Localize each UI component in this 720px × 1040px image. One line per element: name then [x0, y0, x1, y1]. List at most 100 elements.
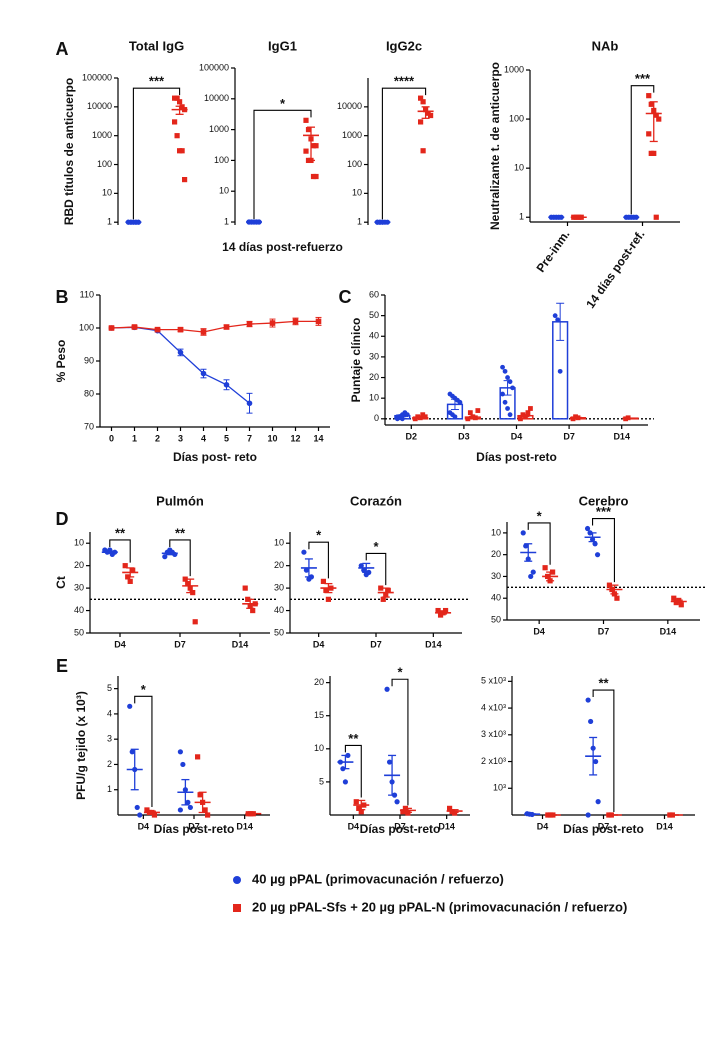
x-tick-label: D4: [138, 821, 150, 831]
x-tick-label: D14: [232, 639, 249, 649]
y-tick-label: 0: [374, 413, 379, 423]
y-axis-label: % Peso: [54, 340, 68, 383]
y-tick-label: 100: [509, 113, 524, 123]
x-tick-label: D2: [406, 431, 418, 441]
data-point: [313, 143, 319, 149]
y-tick-label: 110: [80, 289, 94, 299]
y-tick-label: 30: [369, 351, 379, 361]
data-point: [385, 587, 391, 593]
x-tick-label: D7: [174, 639, 186, 649]
y-tick-label: 10³: [493, 783, 506, 793]
data-point: [452, 810, 458, 816]
data-point: [127, 578, 133, 584]
data-point: [435, 607, 441, 614]
y-tick-label: 10000: [87, 101, 112, 111]
chart-title: Pulmón: [156, 493, 204, 508]
data-point: [678, 602, 684, 608]
y-tick-label: 80: [84, 388, 94, 398]
x-tick-label: D7: [394, 821, 406, 831]
y-tick-label: 10: [491, 527, 501, 537]
data-point: [313, 173, 319, 180]
significance-bracket: [630, 85, 655, 215]
x-tick-label: D4: [511, 431, 523, 441]
data-point: [200, 370, 207, 377]
x-tick-label: D7: [563, 431, 575, 441]
x-tick-label: 3: [178, 433, 183, 443]
data-point: [182, 576, 188, 582]
data-point: [505, 375, 510, 380]
x-tick-label: D4: [348, 821, 360, 831]
data-point: [378, 585, 384, 591]
data-point: [518, 416, 523, 422]
data-point: [315, 318, 322, 325]
data-point: [420, 148, 426, 154]
data-point: [475, 408, 481, 413]
data-point: [242, 585, 248, 591]
x-tick-label: 4: [201, 433, 206, 443]
significance-label: *: [397, 665, 403, 680]
data-point: [301, 549, 307, 555]
x-tick-label: D4: [533, 626, 545, 636]
data-point: [177, 99, 183, 105]
y-tick-label: 4: [107, 708, 112, 718]
data-point: [595, 799, 601, 805]
data-point: [305, 127, 312, 133]
data-point: [418, 95, 424, 101]
significance-bracket: [134, 695, 153, 807]
y-tick-label: 100: [347, 159, 362, 169]
significance-bracket: [381, 87, 427, 220]
data-point: [320, 578, 327, 584]
data-point: [472, 415, 478, 421]
data-point: [399, 416, 405, 422]
data-point: [625, 415, 631, 421]
chart-title: Corazón: [350, 493, 402, 508]
y-tick-label: 1000: [209, 124, 229, 134]
significance-label: ***: [635, 71, 651, 86]
x-tick-label: D3: [458, 431, 470, 441]
significance-label: **: [175, 525, 186, 540]
significance-label: ***: [149, 74, 165, 89]
data-point: [246, 321, 253, 327]
y-tick-label: 10000: [204, 93, 229, 103]
y-axis-label: Ct: [54, 576, 68, 589]
data-point: [653, 214, 659, 220]
data-point: [162, 554, 168, 560]
x-tick-label: D7: [598, 821, 610, 831]
legend-marker: [233, 904, 241, 912]
data-point: [400, 809, 406, 815]
data-point: [505, 406, 510, 411]
data-point: [502, 399, 508, 405]
data-point: [575, 415, 581, 421]
data-point: [467, 410, 473, 416]
significance-bracket: [527, 522, 551, 565]
data-point: [588, 718, 594, 725]
data-point: [510, 385, 515, 391]
y-tick-label: 10: [219, 186, 229, 196]
data-point: [542, 565, 548, 571]
data-point: [380, 596, 386, 602]
series-line: [111, 326, 250, 404]
x-tick-label: 2: [155, 433, 160, 443]
data-point: [323, 587, 329, 593]
y-axis-label: PFU/g tejido (x 10³): [74, 691, 88, 800]
y-tick-label: 50: [74, 627, 84, 637]
y-tick-label: 30: [274, 582, 284, 592]
data-point: [303, 567, 310, 573]
data-point: [585, 697, 591, 703]
data-point: [195, 754, 201, 760]
data-point: [174, 95, 180, 101]
x-tick-label: Pre-inm.: [534, 228, 573, 275]
y-tick-label: 40: [274, 605, 284, 615]
data-point: [356, 805, 362, 811]
y-tick-label: 40: [369, 331, 379, 341]
x-axis-label: 14 días post-refuerzo: [222, 240, 343, 254]
y-tick-label: 20: [74, 560, 84, 570]
y-tick-label: 5 x10³: [481, 676, 506, 686]
y-tick-label: 1000: [504, 64, 524, 74]
data-point: [525, 410, 531, 416]
significance-bracket: [132, 87, 181, 220]
data-point: [386, 759, 393, 765]
data-point: [177, 807, 183, 813]
data-point: [592, 541, 598, 547]
data-point: [185, 581, 191, 587]
